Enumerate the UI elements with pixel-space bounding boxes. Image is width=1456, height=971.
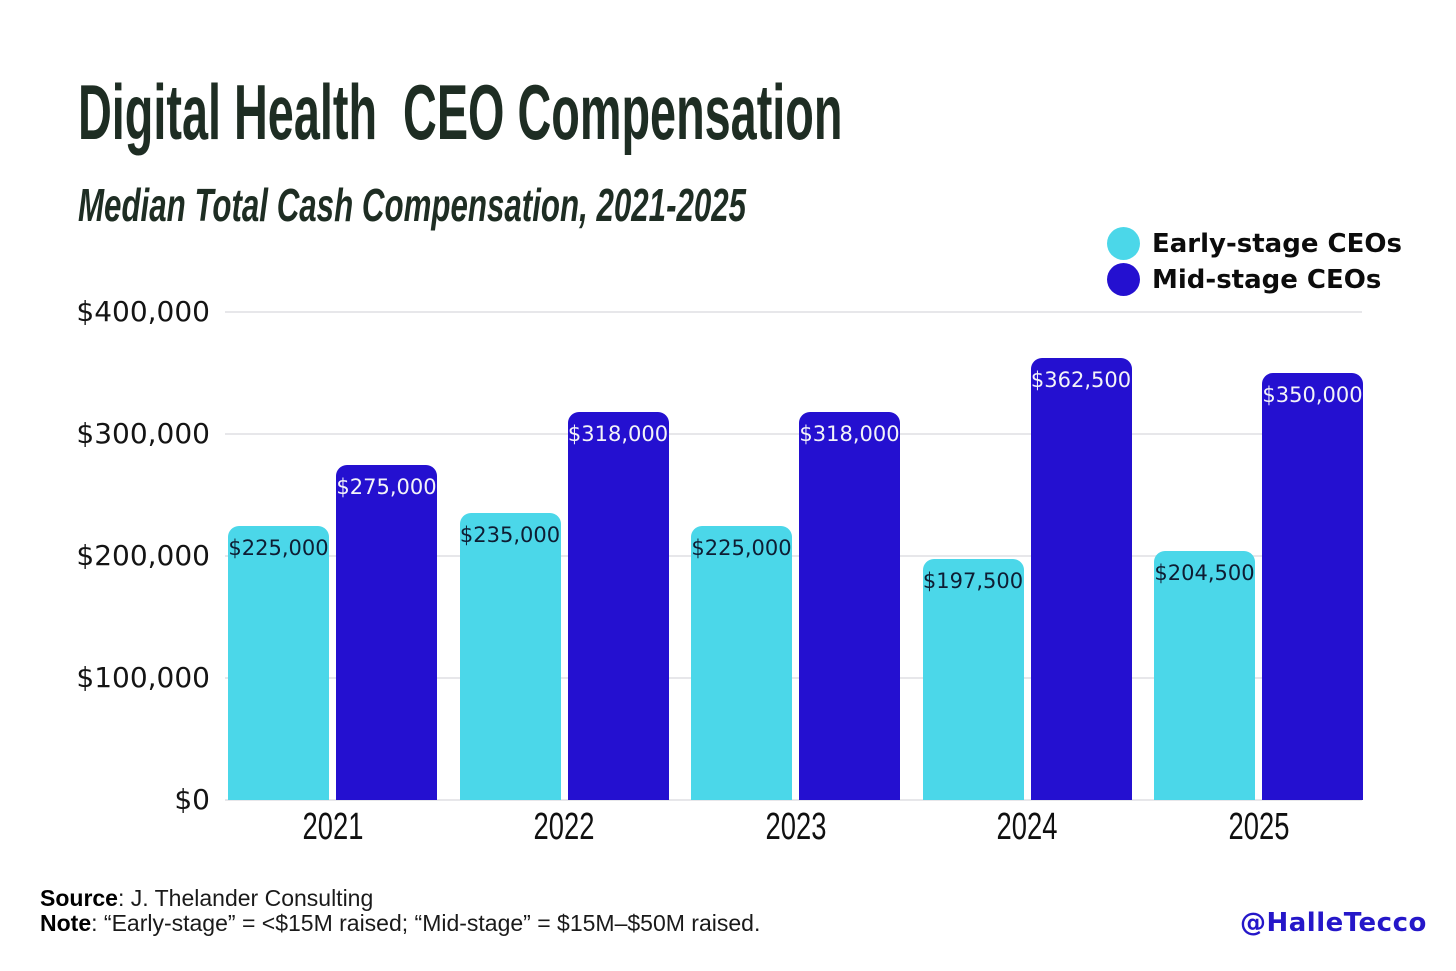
footer: Source: J. Thelander Consulting Note: “E… [40,886,760,936]
x-tick-label-2023: 2023 [765,806,826,848]
chart-subtitle: Median Total Cash Compensation, 2021-202… [78,179,747,231]
bar-value-label: $204,500 [1154,560,1255,585]
source-label: Source [40,885,118,911]
y-tick-label-100000: $100,000 [76,661,210,694]
bar-mid-stage-ceos-2023: $318,000 [799,412,900,800]
bar-value-label: $318,000 [567,422,669,446]
gridline-400000 [225,311,1362,313]
mid-stage-swatch-icon [1107,263,1140,296]
bar-mid-stage-ceos-2024: $362,500 [1030,357,1132,800]
early-stage-swatch-icon [1107,227,1140,260]
x-tick-label-2024: 2024 [996,806,1058,848]
legend-item-early-stage: Early-stage CEOs [1107,227,1402,260]
bar-mid-stage-ceos-2025: $350,000 [1262,373,1363,800]
y-tick-label-400000: $400,000 [76,295,210,328]
bar-value-label: $362,500 [1030,367,1132,392]
bar-value-label: $275,000 [336,474,437,499]
legend-label-mid-stage: Mid-stage CEOs [1152,264,1382,295]
x-tick-label-2022: 2022 [533,806,595,848]
bar-value-label: $197,500 [922,569,1024,593]
bar-chart-plot-area: $225,000 $275,000 $235,000 $318,000 $225,000… [225,311,1363,801]
source-line: Source: J. Thelander Consulting [40,886,760,911]
bar-early-stage-ceos-2022: $235,000 [459,513,561,800]
x-tick-label-2021: 2021 [302,806,363,848]
note-label: Note [40,910,92,936]
bar-early-stage-ceos-2025: $204,500 [1154,550,1255,800]
x-tick-label-2025: 2025 [1228,806,1289,848]
y-tick-label-200000: $200,000 [76,539,210,572]
legend-label-early-stage: Early-stage CEOs [1152,228,1402,259]
note-text: : “Early-stage” = <$15M raised; “Mid-sta… [91,910,761,936]
bar-mid-stage-ceos-2022: $318,000 [567,412,669,800]
bar-early-stage-ceos-2024: $197,500 [922,559,1024,800]
bar-value-label: $225,000 [228,535,329,560]
gridline-200000 [225,555,1362,557]
author-handle: @HalleTecco [1240,908,1427,938]
bar-early-stage-ceos-2021: $225,000 [228,525,329,800]
bar-value-label: $235,000 [459,523,561,548]
y-tick-label-300000: $300,000 [76,417,210,450]
bar-value-label: $225,000 [691,535,792,560]
gridline-0 [225,799,1362,801]
legend: Early-stage CEOs Mid-stage CEOs [1107,227,1402,296]
bar-early-stage-ceos-2023: $225,000 [691,525,792,800]
gridline-100000 [225,677,1362,679]
bar-value-label: $350,000 [1262,383,1363,407]
note-line: Note: “Early-stage” = <$15M raised; “Mid… [40,911,760,936]
bar-value-label: $318,000 [799,422,900,446]
bar-mid-stage-ceos-2021: $275,000 [336,464,437,800]
gridline-300000 [225,433,1362,435]
source-text: : J. Thelander Consulting [117,885,374,911]
chart-title: Digital Health CEO Compensation [78,68,843,156]
legend-item-mid-stage: Mid-stage CEOs [1107,263,1402,296]
y-tick-label-0: $0 [174,783,210,816]
